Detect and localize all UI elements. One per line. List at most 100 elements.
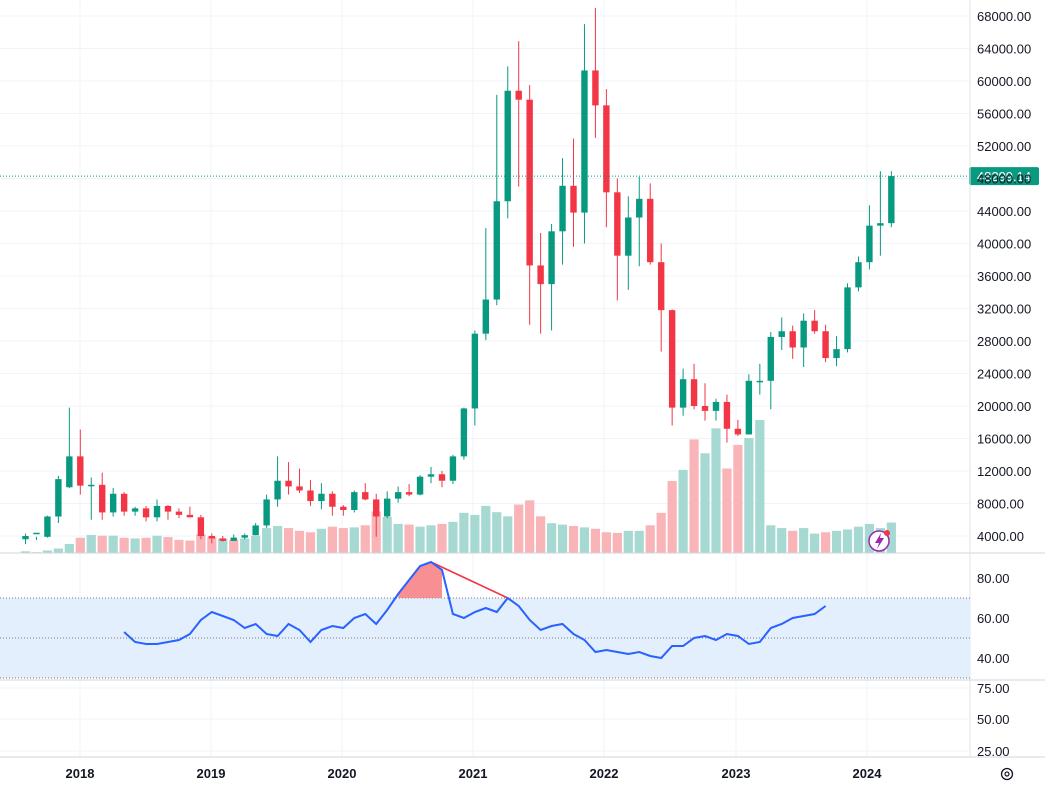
- x-axis-year-label: 2020: [328, 766, 357, 781]
- candle-body: [77, 456, 84, 486]
- candle-body: [197, 517, 205, 536]
- volume-bar: [590, 528, 601, 553]
- volume-bar: [316, 528, 327, 553]
- candle-body: [625, 217, 632, 256]
- rsi-overbought-fill: [398, 562, 442, 598]
- candle-body: [362, 492, 369, 500]
- gear-icon[interactable]: [1000, 767, 1014, 781]
- candle-body: [515, 90, 522, 100]
- x-axis-year-label: 2018: [66, 766, 95, 781]
- lower-pane-tick-label: 50.00: [977, 712, 1010, 727]
- volume-bar: [448, 521, 458, 553]
- volume-bar: [437, 523, 447, 553]
- volume-bar: [218, 538, 228, 553]
- candle-body: [285, 480, 292, 487]
- price-tick-label: 60000.00: [977, 74, 1031, 89]
- candle-body: [460, 408, 468, 457]
- price-tick-label: 64000.00: [977, 42, 1031, 57]
- volume-bar: [503, 516, 513, 553]
- price-tick-label: 24000.00: [977, 367, 1031, 382]
- candle-body: [668, 310, 676, 408]
- candle-body: [22, 536, 29, 540]
- volume-bar: [645, 525, 655, 553]
- volume-bar: [152, 535, 162, 553]
- volume-bar: [546, 523, 557, 553]
- volume-bar: [755, 420, 765, 553]
- volume-bar: [831, 530, 842, 553]
- candle-body: [526, 99, 533, 266]
- volume-bar: [75, 537, 85, 553]
- price-tick-label: 68000.00: [977, 9, 1031, 24]
- volume-bar: [305, 532, 316, 553]
- candle-body: [855, 262, 862, 288]
- price-tick-label: 56000.00: [977, 107, 1031, 122]
- candle-body: [296, 486, 303, 491]
- volume-bar: [327, 526, 337, 553]
- candle-body: [405, 492, 413, 495]
- x-axis-year-label: 2021: [459, 766, 488, 781]
- candle-body: [482, 299, 490, 334]
- candle-body: [208, 536, 216, 539]
- candle-body: [274, 480, 281, 500]
- lightning-icon-dot: [884, 530, 890, 536]
- volume-bar: [64, 543, 74, 553]
- volume-bar: [579, 527, 590, 553]
- candle-body: [373, 499, 380, 517]
- volume-bar: [108, 535, 118, 553]
- rsi-line: [123, 560, 827, 660]
- volume-bar: [283, 528, 294, 553]
- candle-body: [592, 70, 599, 106]
- candle-body: [351, 492, 358, 510]
- volume-bar: [53, 548, 63, 553]
- candle-body: [186, 514, 194, 518]
- candle-body: [153, 505, 161, 518]
- price-tick-label: 48000.00: [977, 172, 1031, 187]
- candle-body: [581, 70, 588, 213]
- volume-bar: [853, 526, 864, 553]
- volume-bar: [86, 534, 96, 553]
- volume-bar: [42, 550, 53, 553]
- price-tick-label: 8000.00: [977, 497, 1024, 512]
- x-axis-year-label: 2024: [853, 766, 883, 781]
- candle-body: [701, 406, 709, 411]
- candle-body: [789, 331, 796, 348]
- candle-body: [657, 262, 665, 311]
- candle-body: [427, 474, 435, 477]
- candle-body: [734, 428, 742, 435]
- rsi-band: [0, 598, 970, 678]
- candle-body: [603, 105, 610, 193]
- candle-body: [142, 508, 150, 518]
- volume-bar: [415, 526, 425, 553]
- volume-bar: [294, 530, 305, 553]
- candle-body: [438, 474, 446, 481]
- volume-bar: [766, 525, 776, 553]
- volume-bar: [207, 537, 217, 553]
- volume-bar: [349, 527, 359, 553]
- candle-body: [120, 493, 128, 512]
- candle-body: [877, 223, 884, 226]
- x-axis-year-label: 2019: [197, 766, 226, 781]
- candle-body: [263, 499, 270, 526]
- volume-bar: [810, 533, 820, 553]
- rsi-divergence-line: [430, 561, 509, 599]
- rsi-tick-label: 80.00: [977, 571, 1010, 586]
- candle-body: [767, 336, 774, 381]
- volume-bar: [722, 468, 732, 553]
- candle-body: [33, 532, 40, 535]
- lower-pane-tick-label: 25.00: [977, 744, 1010, 759]
- lower-pane-tick-label: 75.00: [977, 681, 1010, 696]
- volume-bar: [536, 516, 546, 553]
- price-tick-label: 40000.00: [977, 237, 1031, 252]
- volume-bar: [272, 525, 283, 553]
- candle-body: [131, 508, 139, 512]
- volume-bar: [196, 534, 206, 553]
- volume-bar: [634, 530, 644, 553]
- volume-bar: [174, 539, 184, 553]
- candle-body: [219, 538, 226, 541]
- candle-body: [833, 349, 840, 359]
- volume-bar: [251, 535, 261, 553]
- volume-bar: [612, 532, 622, 553]
- volume-bar: [240, 538, 250, 553]
